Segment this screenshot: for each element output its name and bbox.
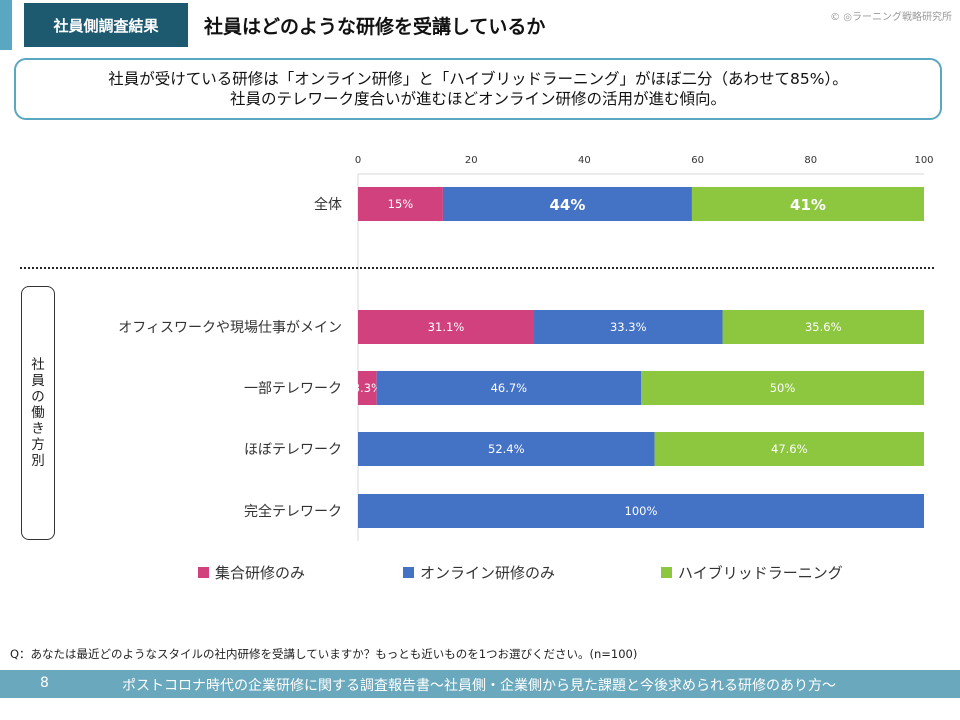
legend-label: ハイブリッドラーニング xyxy=(678,564,843,582)
bar-segment xyxy=(641,371,924,405)
side-label-char: 別 xyxy=(31,453,45,469)
data-label: 100% xyxy=(625,504,658,518)
summary-line-2: 社員のテレワーク度合いが進むほどオンライン研修の活用が進む傾向。 xyxy=(229,90,726,108)
bar-segment xyxy=(358,187,443,221)
category-label: 完全テレワーク xyxy=(244,503,342,520)
data-label: 15% xyxy=(388,197,414,211)
chart-legend: 集合研修のみ オンライン研修のみ ハイブリッドラーニング xyxy=(0,562,960,586)
data-label: 33.3% xyxy=(610,320,647,334)
bar-segment xyxy=(358,432,655,466)
data-label: 46.7% xyxy=(491,381,528,395)
legend-label: 集合研修のみ xyxy=(215,564,306,582)
summary-line-1: 社員が受けている研修は「オンライン研修」と「ハイブリッドラーニング」がほぼ二分（… xyxy=(108,69,848,88)
copyright-notice: © ◎ラーニング戦略研究所 xyxy=(830,12,952,23)
x-tick-label: 20 xyxy=(465,155,478,166)
category-label: オフィスワークや現場仕事がメイン xyxy=(118,320,342,336)
data-label: 41% xyxy=(790,196,826,214)
legend-swatch xyxy=(198,567,209,578)
bar-segment xyxy=(654,432,924,466)
data-label: 52.4% xyxy=(488,442,525,456)
footer-bar: 8 ポストコロナ時代の企業研修に関する調査報告書〜社員側・企業側から見た課題と今… xyxy=(0,670,960,698)
side-label-char: の xyxy=(31,389,45,405)
page-number: 8 xyxy=(40,675,49,691)
bar-segment xyxy=(691,187,924,221)
x-tick-label: 60 xyxy=(691,155,704,166)
x-tick-label: 0 xyxy=(355,155,361,166)
data-label: 31.1% xyxy=(428,320,465,334)
x-tick-label: 80 xyxy=(804,155,817,166)
section-tag: 社員側調査結果 xyxy=(24,3,188,47)
bar-segment xyxy=(358,310,535,344)
data-label: 44% xyxy=(549,196,585,214)
legend-swatch xyxy=(661,567,672,578)
legend-swatch xyxy=(403,567,414,578)
category-label: 全体 xyxy=(314,196,342,213)
category-label: 一部テレワーク xyxy=(244,381,342,397)
summary-box: 社員が受けている研修は「オンライン研修」と「ハイブリッドラーニング」がほぼ二分（… xyxy=(14,58,942,120)
side-label-char: 員 xyxy=(31,373,45,389)
legend-item: オンライン研修のみ xyxy=(403,562,555,583)
document-title: ポストコロナ時代の企業研修に関する調査報告書〜社員側・企業側から見た課題と今後求… xyxy=(122,678,836,694)
side-label-char: き xyxy=(31,421,45,437)
side-label-char: 働 xyxy=(31,405,45,421)
survey-question: Q：あなたは最近どのようなスタイルの社内研修を受講していますか？もっとも近いもの… xyxy=(10,647,638,661)
bar-segment xyxy=(722,310,924,344)
category-label: ほぼテレワーク xyxy=(244,442,342,458)
work-style-group-label: 社員の働き方別 xyxy=(21,286,55,540)
bar-segment xyxy=(442,187,692,221)
header-accent-bar xyxy=(0,0,12,50)
data-label: 47.6% xyxy=(771,442,808,456)
side-label-char: 社 xyxy=(31,357,45,373)
bar-segment xyxy=(358,371,377,405)
x-tick-label: 100 xyxy=(914,155,933,166)
stacked-bar-chart: 0 20 40 60 80 100 全体 15% 44% 41% オフィスワークや現場仕事がメイン 3… xyxy=(20,155,934,541)
bar-segment xyxy=(358,494,924,528)
side-label-char: 方 xyxy=(31,437,45,453)
bar-segment xyxy=(376,371,641,405)
data-label: 35.6% xyxy=(805,320,842,334)
legend-item: 集合研修のみ xyxy=(198,562,305,583)
page-title: 社員はどのような研修を受講しているか xyxy=(204,16,546,38)
legend-label: オンライン研修のみ xyxy=(420,564,556,582)
legend-item: ハイブリッドラーニング xyxy=(661,562,843,583)
data-label: 3.3% xyxy=(353,381,382,395)
x-tick-label: 40 xyxy=(578,155,591,166)
data-label: 50% xyxy=(770,381,796,395)
bar-segment xyxy=(534,310,723,344)
